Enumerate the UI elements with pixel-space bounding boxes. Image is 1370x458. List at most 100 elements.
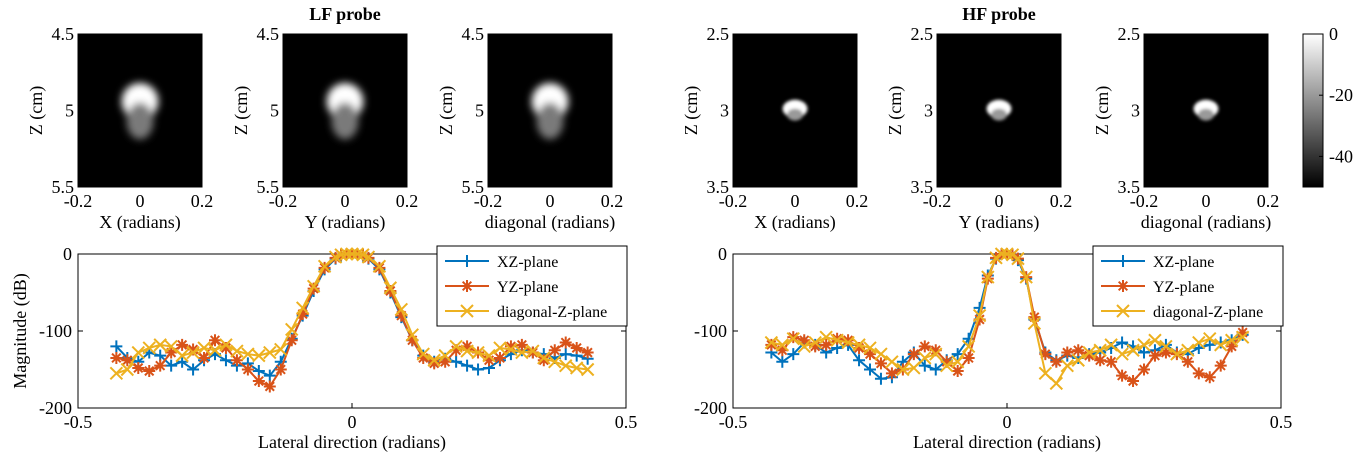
psf-spot	[326, 82, 364, 140]
marker-star	[831, 332, 844, 345]
x-tick-label: 0.2	[601, 191, 624, 211]
marker-x	[841, 335, 855, 350]
x-tick-label: -0.2	[923, 191, 952, 211]
x-tick-label: -0.5	[64, 412, 93, 432]
marker-x	[493, 341, 507, 355]
psf-spot-tail	[126, 102, 154, 140]
marker-star	[110, 351, 123, 364]
marker-star	[1236, 326, 1249, 339]
marker-star	[1105, 355, 1118, 368]
marker-x	[940, 358, 954, 373]
y-tick-label: 3.5	[1118, 177, 1141, 197]
marker-star	[842, 334, 855, 347]
marker-x	[1224, 333, 1239, 347]
marker-x	[1116, 304, 1130, 318]
marker-x	[1159, 339, 1173, 354]
y-tick-label: 5.5	[52, 177, 75, 197]
y-tick-label: 5.5	[462, 177, 485, 197]
marker-x	[830, 333, 844, 347]
marker-plus	[176, 355, 189, 368]
legend-label: diagonal-Z-plane	[497, 304, 607, 321]
marker-star	[428, 357, 441, 370]
y-tick-label: 3.5	[707, 177, 730, 197]
marker-x	[482, 348, 496, 363]
marker-x	[918, 351, 932, 365]
marker-star	[285, 334, 298, 347]
marker-x	[252, 348, 266, 363]
marker-star	[951, 365, 964, 378]
y-tick-label: 2.5	[911, 24, 934, 44]
marker-x	[394, 302, 409, 317]
y-axis-label: Z (cm)	[231, 86, 252, 135]
marker-x	[109, 366, 124, 381]
y-tick-label: -200	[694, 398, 727, 418]
marker-x	[1170, 347, 1184, 361]
marker-x	[361, 250, 376, 264]
y-tick-label: 3	[720, 101, 729, 121]
marker-star	[526, 346, 539, 359]
y-axis-label: Magnitude (dB)	[10, 273, 31, 388]
x-tick-label: 0	[341, 191, 350, 211]
marker-star	[581, 346, 594, 359]
marker-x	[197, 341, 211, 355]
x-axis-label: Lateral direction (radians)	[913, 432, 1101, 453]
marker-star	[570, 341, 583, 354]
psf-spot	[531, 82, 569, 140]
psf-spot-tail	[331, 102, 359, 140]
marker-plus	[187, 363, 200, 376]
marker-x	[961, 339, 976, 354]
legend-label: diagonal-Z-plane	[1153, 304, 1263, 321]
psf-spot	[1193, 99, 1219, 121]
panel-title: LF probe	[309, 4, 381, 24]
marker-x	[504, 342, 518, 357]
colorbar	[1302, 33, 1324, 188]
marker-star	[121, 354, 134, 367]
marker-star	[154, 359, 167, 372]
marker-x	[230, 344, 244, 358]
marker-star	[1214, 359, 1227, 372]
psf-spot-tail	[1198, 108, 1214, 121]
marker-x	[981, 270, 995, 284]
marker-star	[198, 351, 211, 364]
y-tick-label: -100	[694, 321, 727, 341]
x-tick-label: 0.2	[846, 191, 869, 211]
marker-star	[1083, 349, 1096, 362]
marker-x	[1104, 338, 1118, 352]
y-tick-label: 3.5	[911, 177, 934, 197]
x-tick-label: 0	[995, 191, 1004, 211]
marker-plus	[918, 359, 931, 372]
marker-star	[252, 375, 265, 388]
x-tick-label: 0.5	[615, 412, 638, 432]
marker-star	[384, 284, 397, 297]
marker-x	[896, 362, 910, 377]
marker-star	[461, 280, 473, 292]
marker-x	[775, 338, 790, 352]
marker-star	[559, 336, 572, 349]
x-axis-label: X (radians)	[99, 212, 180, 233]
x-tick-label: 0	[1003, 412, 1012, 432]
marker-star	[537, 354, 550, 367]
x-tick-label: -0.2	[1130, 191, 1159, 211]
y-tick-label: -100	[39, 321, 72, 341]
marker-star	[798, 334, 811, 347]
marker-x	[819, 330, 833, 344]
y-axis-label: Z (cm)	[885, 86, 906, 135]
marker-plus	[929, 363, 942, 376]
marker-star	[241, 363, 254, 376]
psf-spot-tail	[536, 102, 564, 140]
marker-x	[526, 344, 540, 358]
marker-x	[515, 345, 529, 360]
marker-star	[176, 338, 189, 351]
marker-x	[295, 301, 310, 315]
x-tick-label: -0.2	[269, 191, 298, 211]
marker-x	[1115, 347, 1129, 361]
marker-x	[460, 304, 474, 318]
marker-plus	[450, 355, 463, 368]
marker-x	[142, 341, 156, 355]
marker-star	[1225, 340, 1238, 353]
marker-x	[416, 347, 430, 361]
marker-star	[504, 340, 517, 353]
marker-star	[962, 351, 975, 364]
marker-x	[874, 347, 888, 361]
